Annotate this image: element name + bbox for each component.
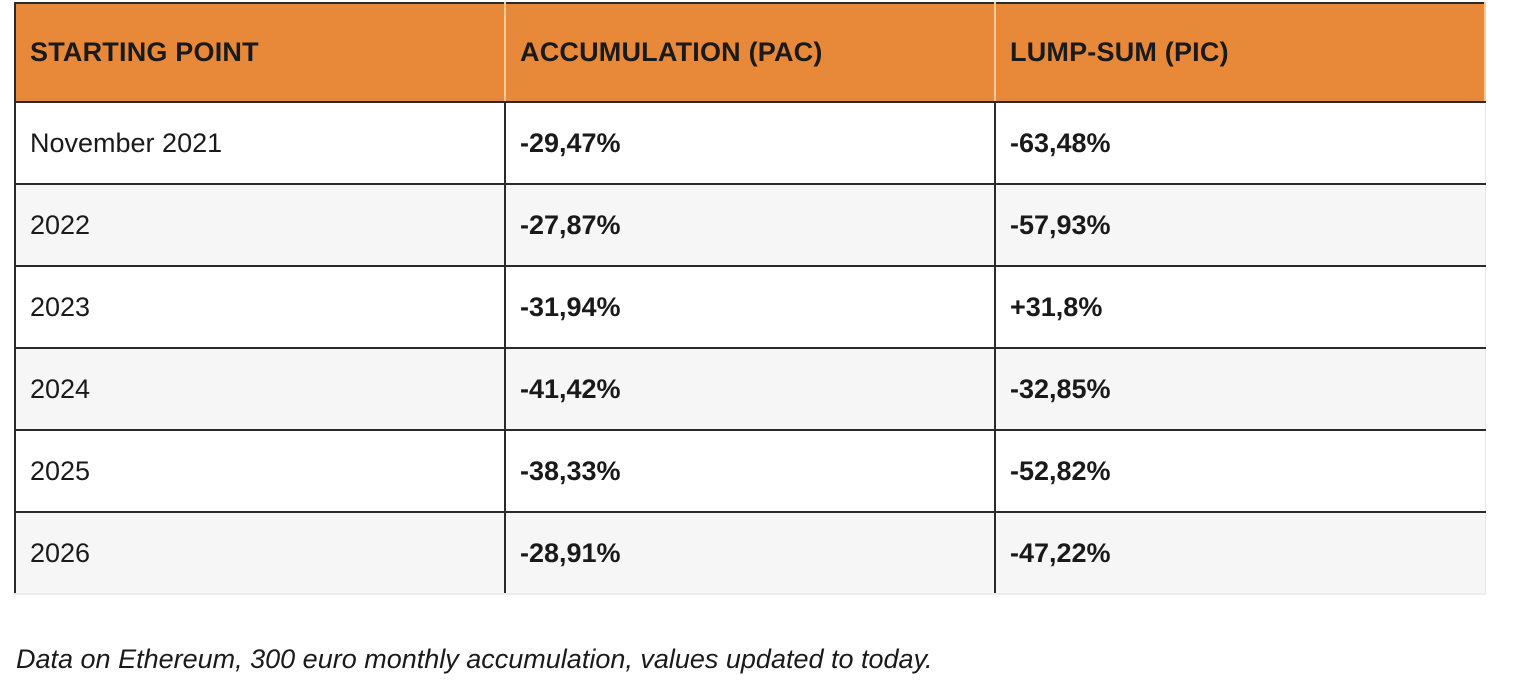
cell-starting-point: 2025	[14, 430, 505, 513]
cell-pic: -57,93%	[994, 184, 1486, 267]
cell-pac: -38,33%	[504, 430, 995, 513]
cell-starting-point: 2026	[14, 512, 505, 595]
cell-pac: -29,47%	[504, 102, 995, 185]
table-row: 2025 -38,33% -52,82%	[14, 430, 1486, 513]
table-row: 2023 -31,94% +31,8%	[14, 266, 1486, 349]
table-caption: Data on Ethereum, 300 euro monthly accum…	[16, 644, 933, 674]
table-row: 2022 -27,87% -57,93%	[14, 184, 1486, 267]
comparison-table: STARTING POINT ACCUMULATION (PAC) LUMP-S…	[14, 2, 1486, 595]
header-lump-sum-pic: LUMP-SUM (PIC)	[994, 2, 1486, 103]
cell-pac: -28,91%	[504, 512, 995, 595]
header-row: STARTING POINT ACCUMULATION (PAC) LUMP-S…	[14, 2, 1486, 103]
cell-pic: -47,22%	[994, 512, 1486, 595]
cell-starting-point: 2024	[14, 348, 505, 431]
table-row: November 2021 -29,47% -63,48%	[14, 102, 1486, 185]
table-row: 2026 -28,91% -47,22%	[14, 512, 1486, 595]
cell-pic: -63,48%	[994, 102, 1486, 185]
cell-pic: -32,85%	[994, 348, 1486, 431]
header-starting-point: STARTING POINT	[14, 2, 506, 103]
table-row: 2024 -41,42% -32,85%	[14, 348, 1486, 431]
cell-pic: -52,82%	[994, 430, 1486, 513]
cell-pac: -27,87%	[504, 184, 995, 267]
cell-starting-point: 2023	[14, 266, 505, 349]
cell-pic: +31,8%	[994, 266, 1486, 349]
table-body: November 2021 -29,47% -63,48% 2022 -27,8…	[14, 102, 1486, 595]
cell-pac: -41,42%	[504, 348, 995, 431]
cell-pac: -31,94%	[504, 266, 995, 349]
cell-starting-point: November 2021	[14, 102, 505, 185]
cell-starting-point: 2022	[14, 184, 505, 267]
header-accumulation-pac: ACCUMULATION (PAC)	[504, 2, 996, 103]
table-header: STARTING POINT ACCUMULATION (PAC) LUMP-S…	[14, 2, 1486, 103]
